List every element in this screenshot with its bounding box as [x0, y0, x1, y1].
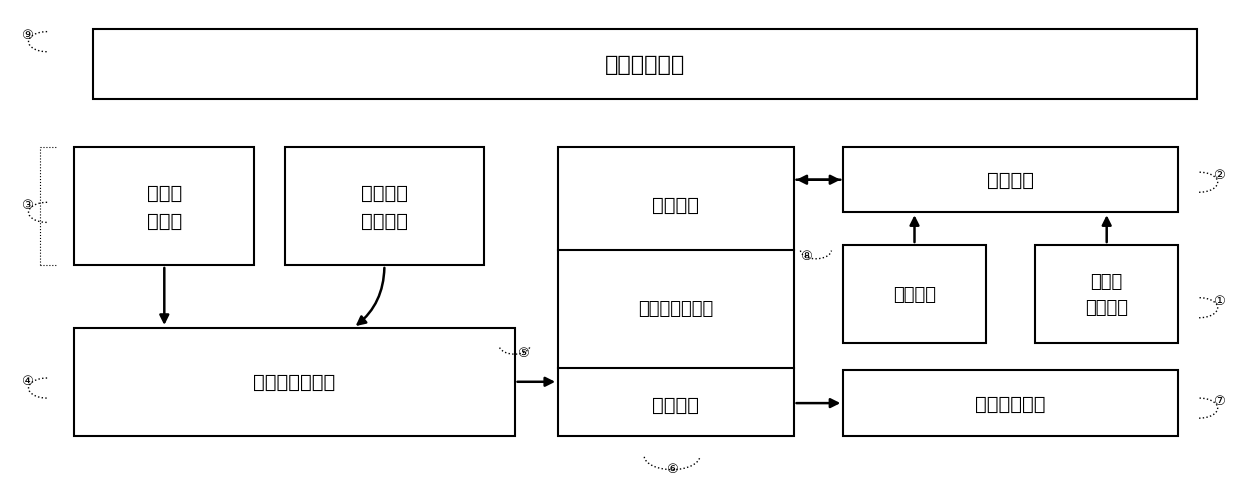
- Text: 算法核心: 算法核心: [652, 395, 699, 414]
- Bar: [74, 328, 515, 436]
- Text: ⑧: ⑧: [800, 249, 812, 262]
- Bar: [558, 148, 794, 436]
- Text: 网络模块: 网络模块: [893, 286, 936, 303]
- Text: 音视频
输入模块: 音视频 输入模块: [1085, 272, 1128, 317]
- Text: ⑥: ⑥: [666, 462, 678, 475]
- Bar: [285, 148, 484, 266]
- Text: 语音拾
取模块: 语音拾 取模块: [146, 183, 182, 230]
- Bar: [843, 371, 1178, 436]
- Text: ⑨: ⑨: [21, 29, 33, 42]
- Bar: [74, 148, 254, 266]
- Text: 电源管理模块: 电源管理模块: [605, 55, 684, 75]
- Text: ④: ④: [21, 374, 33, 387]
- Text: 参考信号
输入模块: 参考信号 输入模块: [361, 183, 408, 230]
- Bar: [843, 245, 986, 343]
- Bar: [843, 148, 1178, 213]
- Text: ②: ②: [1213, 169, 1225, 182]
- Text: 接口模块: 接口模块: [987, 171, 1034, 190]
- Text: 语音预处理模块: 语音预处理模块: [253, 373, 336, 391]
- Text: ⑤: ⑤: [517, 347, 529, 360]
- Bar: [1035, 245, 1178, 343]
- Text: ①: ①: [1213, 294, 1225, 307]
- Bar: [93, 30, 1197, 100]
- Text: 控制与算法核心: 控制与算法核心: [639, 299, 713, 317]
- Text: 控制核心: 控制核心: [652, 196, 699, 215]
- Text: ⑦: ⑦: [1213, 394, 1225, 407]
- Text: 语音输出模块: 语音输出模块: [976, 394, 1045, 413]
- Text: ③: ③: [21, 199, 33, 212]
